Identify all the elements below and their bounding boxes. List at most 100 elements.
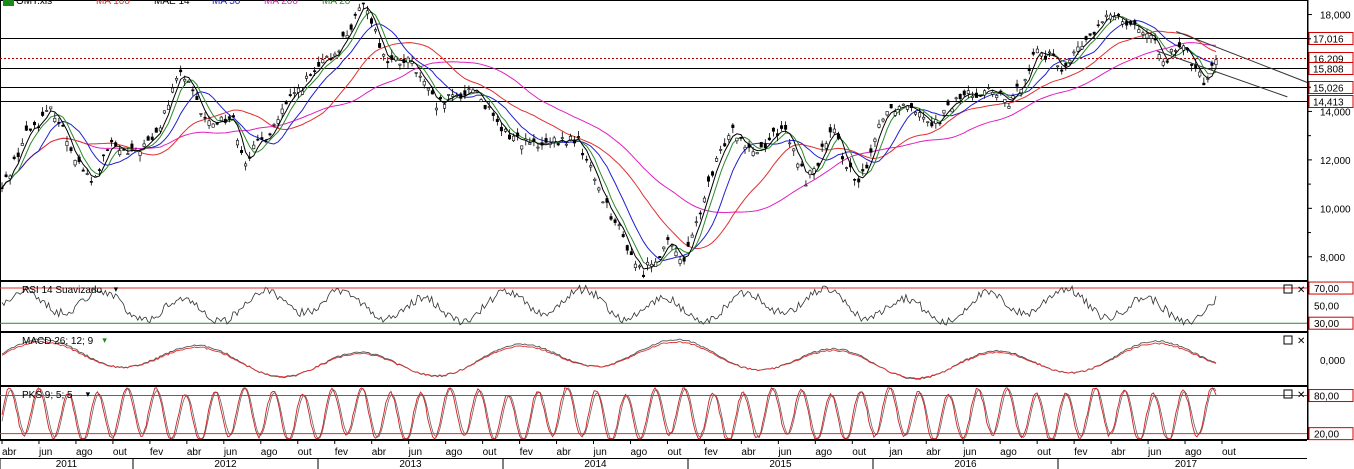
candle-body	[390, 55, 394, 60]
candle-body	[313, 70, 317, 73]
chevron-down-icon: ▾	[114, 284, 119, 294]
candle-body	[516, 132, 520, 137]
candle-body	[305, 75, 309, 79]
candle-body	[41, 111, 45, 116]
x-month-label: out	[1037, 447, 1051, 458]
candle-body	[309, 74, 313, 76]
level-label-box	[1308, 62, 1354, 75]
x-month-label: ago	[261, 447, 278, 458]
candle-body	[897, 106, 901, 110]
candle-body	[1068, 59, 1072, 63]
x-month-label: jun	[38, 447, 52, 458]
candle-body	[654, 261, 658, 267]
candle-body	[130, 143, 134, 149]
candle-body	[593, 178, 597, 181]
candle-body	[901, 103, 905, 106]
candle-body	[12, 156, 16, 159]
candle-body	[995, 95, 999, 98]
candle-body	[386, 61, 390, 64]
candle-body	[552, 137, 556, 143]
square-icon[interactable]	[1283, 284, 1293, 294]
candle-body	[114, 142, 118, 147]
candle-body	[536, 146, 540, 149]
candle-body	[991, 92, 995, 95]
candle-body	[1177, 42, 1181, 48]
candle-body	[154, 127, 158, 133]
candle-body	[341, 31, 345, 37]
file-icon	[3, 0, 14, 6]
candle-body	[836, 133, 840, 139]
x-month-label: ago	[1000, 447, 1017, 458]
candle-body	[1121, 21, 1125, 25]
candle-body	[771, 127, 775, 132]
candle-body	[357, 7, 361, 11]
candle-body	[1153, 38, 1157, 41]
candle-body	[922, 117, 926, 120]
candle-body	[1092, 31, 1096, 35]
candle-body	[93, 176, 97, 178]
candle-body	[1084, 36, 1088, 40]
candle-body	[962, 90, 966, 96]
candle-body	[97, 169, 101, 171]
candle-body	[1202, 82, 1206, 86]
candle-body	[434, 107, 438, 111]
square-icon[interactable]	[1283, 389, 1293, 399]
x-month-label: abr	[741, 447, 756, 458]
x-month-label: out	[483, 447, 497, 458]
candle-body	[869, 148, 873, 153]
candle-body	[828, 127, 832, 133]
candle-body	[28, 128, 32, 131]
candle-body	[1157, 54, 1161, 60]
candle-body	[690, 234, 694, 238]
candle-body	[146, 136, 150, 141]
candle-body	[1056, 65, 1060, 68]
candle-body	[568, 136, 572, 141]
candle-body	[999, 90, 1003, 93]
square-icon[interactable]	[1283, 335, 1293, 345]
candle-body	[808, 170, 812, 175]
candle-body	[739, 137, 743, 139]
candle-body	[126, 153, 130, 155]
candle-body	[235, 140, 239, 146]
candle-body	[572, 139, 576, 144]
candle-body	[914, 111, 918, 115]
candle-body	[207, 120, 211, 126]
candle-body	[662, 246, 666, 250]
candle-body	[118, 150, 122, 155]
ma20-line	[1, 11, 1217, 268]
ma200-line	[1, 42, 1217, 214]
candle-body	[122, 149, 126, 151]
candle-body	[804, 184, 808, 187]
candle-body	[719, 149, 723, 151]
candle-body	[853, 179, 857, 181]
candle-body	[625, 245, 629, 251]
candle-body	[1141, 32, 1145, 35]
candle-body	[171, 87, 175, 93]
candle-body	[77, 156, 81, 163]
candle-body	[979, 94, 983, 97]
candle-body	[479, 99, 483, 102]
candle-body	[1096, 24, 1100, 27]
candle-body	[288, 94, 292, 97]
candle-body	[1161, 61, 1165, 66]
candle-body	[881, 118, 885, 122]
candle-body	[443, 104, 447, 109]
candle-body	[240, 150, 244, 153]
x-month-label: abr	[926, 447, 941, 458]
x-month-label: jun	[593, 447, 607, 458]
rsi-level-box	[1308, 299, 1354, 313]
candle-body	[166, 104, 170, 110]
candle-body	[723, 143, 727, 147]
candle-body	[4, 174, 8, 177]
chevron-down-icon: ▾	[102, 335, 107, 345]
candle-body	[1088, 33, 1092, 36]
candle-body	[191, 89, 195, 92]
candle-body	[321, 59, 325, 64]
x-month-label: abr	[187, 447, 202, 458]
candle-body	[215, 122, 219, 125]
candle-body	[199, 113, 203, 115]
candle-body	[1145, 33, 1149, 39]
candle-body	[394, 56, 398, 61]
candle-body	[711, 171, 715, 176]
candle-body	[926, 121, 930, 124]
